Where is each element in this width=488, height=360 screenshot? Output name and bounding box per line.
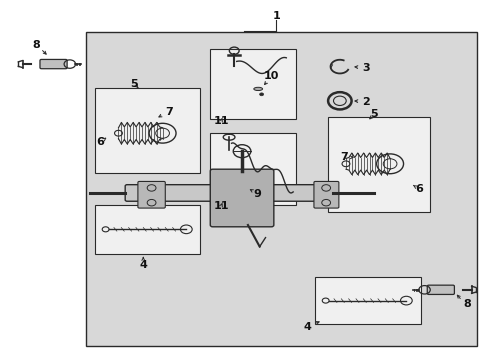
Ellipse shape: [253, 87, 262, 91]
Bar: [327, 117, 429, 212]
Bar: [210, 133, 295, 205]
Bar: [85, 32, 476, 346]
FancyBboxPatch shape: [138, 181, 165, 208]
Text: 8: 8: [33, 40, 41, 50]
FancyBboxPatch shape: [125, 185, 331, 201]
FancyBboxPatch shape: [40, 59, 67, 69]
FancyBboxPatch shape: [210, 169, 273, 227]
Text: 11: 11: [213, 116, 228, 126]
Text: 5: 5: [130, 78, 138, 89]
Text: 6: 6: [96, 137, 104, 147]
Text: 4: 4: [303, 321, 310, 332]
Text: 3: 3: [361, 63, 369, 73]
Text: 4: 4: [139, 260, 147, 270]
Text: 7: 7: [164, 107, 172, 117]
Bar: [315, 277, 420, 324]
FancyBboxPatch shape: [313, 181, 338, 208]
Text: 9: 9: [253, 189, 261, 199]
Circle shape: [259, 93, 263, 96]
Text: 5: 5: [369, 109, 377, 120]
Bar: [95, 205, 200, 254]
Bar: [210, 49, 295, 119]
Text: 7: 7: [339, 152, 347, 162]
Text: 2: 2: [361, 96, 369, 107]
Text: 6: 6: [414, 184, 422, 194]
Text: 8: 8: [462, 299, 470, 309]
Text: 11: 11: [213, 201, 228, 211]
Text: 10: 10: [263, 71, 279, 81]
Text: 1: 1: [272, 11, 280, 21]
FancyBboxPatch shape: [427, 285, 453, 294]
Bar: [95, 88, 200, 173]
